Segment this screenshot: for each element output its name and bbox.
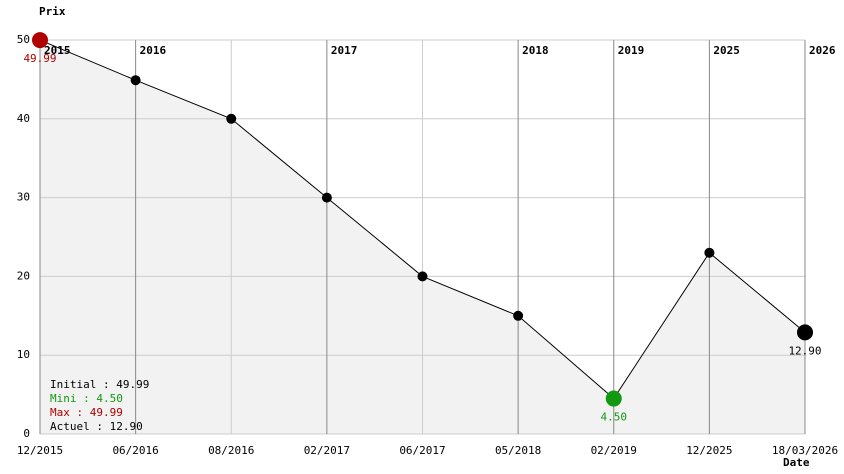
year-label: 2015 bbox=[44, 44, 71, 57]
current-point bbox=[797, 324, 813, 341]
year-label: 2026 bbox=[809, 44, 836, 57]
summary-line: Mini : 4.50 bbox=[50, 392, 123, 405]
max-point bbox=[32, 32, 48, 49]
point bbox=[704, 247, 715, 258]
y-tick-label: 20 bbox=[17, 269, 30, 282]
summary-line: Max : 49.99 bbox=[50, 406, 123, 419]
year-label: 2018 bbox=[522, 44, 549, 57]
point bbox=[321, 192, 332, 203]
point bbox=[226, 113, 237, 124]
point bbox=[130, 75, 141, 86]
x-tick-label: 06/2016 bbox=[112, 444, 158, 457]
x-tick-label: 06/2017 bbox=[399, 444, 445, 457]
value-label: 4.50 bbox=[601, 411, 628, 424]
year-label: 2016 bbox=[140, 44, 167, 57]
summary-line: Initial : 49.99 bbox=[50, 378, 149, 391]
value-label: 12.90 bbox=[788, 344, 821, 357]
value-label: 49.99 bbox=[23, 52, 56, 65]
y-axis-title: Prix bbox=[39, 5, 66, 18]
year-label: 2025 bbox=[713, 44, 740, 57]
summary-line: Actuel : 12.90 bbox=[50, 420, 143, 433]
x-tick-label: 05/2018 bbox=[495, 444, 541, 457]
x-tick-label: 02/2019 bbox=[591, 444, 637, 457]
year-label: 2017 bbox=[331, 44, 358, 57]
x-tick-label: 02/2017 bbox=[304, 444, 350, 457]
y-tick-label: 40 bbox=[17, 112, 30, 125]
y-tick-label: 0 bbox=[23, 427, 30, 440]
x-tick-label: 12/2015 bbox=[17, 444, 63, 457]
x-tick-label: 18/03/2026 bbox=[772, 444, 838, 457]
min-point bbox=[605, 390, 622, 407]
y-tick-label: 30 bbox=[17, 191, 30, 204]
point bbox=[417, 271, 428, 282]
x-tick-label: 08/2016 bbox=[208, 444, 254, 457]
point bbox=[513, 310, 524, 321]
year-label: 2019 bbox=[618, 44, 645, 57]
x-axis-title: Date bbox=[783, 456, 810, 469]
y-tick-label: 50 bbox=[17, 33, 30, 46]
x-tick-label: 12/2025 bbox=[686, 444, 732, 457]
y-tick-label: 10 bbox=[17, 348, 30, 361]
